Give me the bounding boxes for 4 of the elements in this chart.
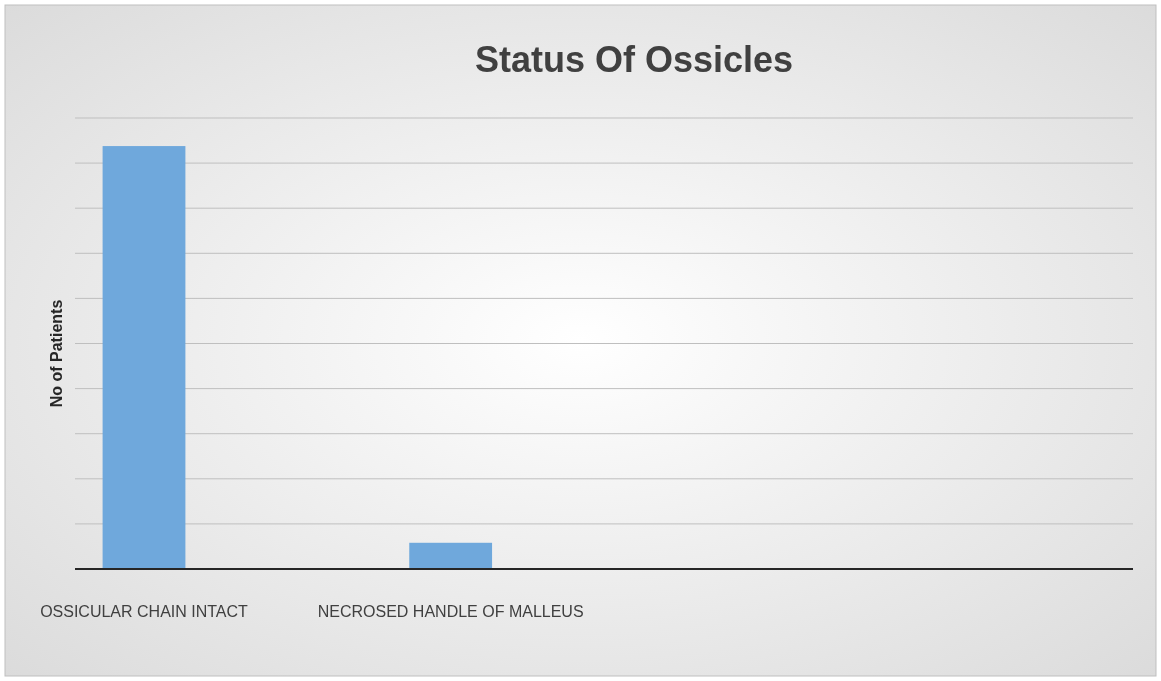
x-tick-label: NECROSED HANDLE OF MALLEUS xyxy=(317,603,584,620)
y-axis-title: No of Patients xyxy=(48,299,65,408)
x-tick-label: OSSICULAR CHAIN INTACT xyxy=(40,603,249,620)
chart-title: Status Of Ossicles xyxy=(474,39,794,80)
